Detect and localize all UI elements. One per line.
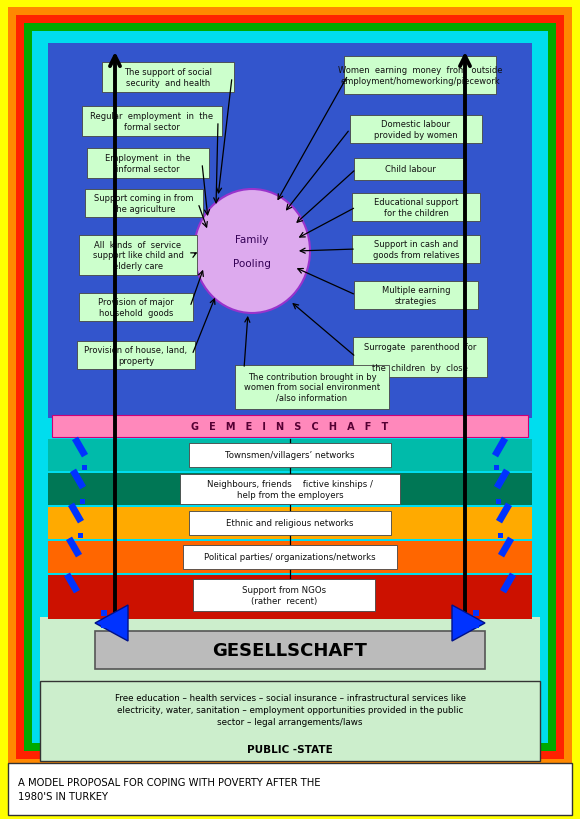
Bar — [95, 631, 485, 669]
Bar — [72, 437, 88, 458]
Bar — [180, 474, 400, 505]
Bar — [353, 337, 487, 378]
Bar — [64, 572, 80, 594]
Bar — [48, 575, 532, 619]
Bar — [500, 572, 516, 594]
Text: Free education – health services – social insurance – infrastructural services l: Free education – health services – socia… — [114, 693, 466, 702]
Bar — [79, 236, 197, 276]
Bar — [48, 473, 532, 505]
Bar — [40, 38, 540, 733]
Bar — [68, 503, 84, 524]
Bar — [77, 342, 195, 369]
Text: Women  earning  money  from  outside
employment/homeworking/piecework: Women earning money from outside employm… — [338, 66, 502, 86]
Text: Provision of major
household  goods: Provision of major household goods — [98, 298, 174, 317]
Bar — [70, 469, 86, 490]
Bar — [344, 57, 496, 95]
Text: PUBLIC -STATE: PUBLIC -STATE — [247, 744, 333, 754]
Bar — [79, 499, 85, 504]
Bar — [354, 282, 478, 310]
Bar — [85, 190, 203, 218]
Bar — [354, 159, 466, 181]
Bar — [79, 294, 193, 322]
Bar — [498, 537, 514, 558]
Bar — [87, 149, 209, 179]
Text: Domestic labour
provided by women: Domestic labour provided by women — [374, 120, 458, 139]
Bar — [498, 533, 502, 538]
Text: electricity, water, sanitation – employment opportunities provided in the public: electricity, water, sanitation – employm… — [117, 705, 463, 714]
Text: Ethnic and religious networks: Ethnic and religious networks — [226, 519, 354, 528]
Bar — [496, 503, 512, 524]
Text: Family

Pooling: Family Pooling — [233, 234, 271, 269]
Text: Regular  employment  in  the
formal sector: Regular employment in the formal sector — [90, 112, 213, 132]
Bar — [183, 545, 397, 569]
Text: A MODEL PROPOSAL FOR COPING WITH POVERTY AFTER THE
1980'S IN TURKEY: A MODEL PROPOSAL FOR COPING WITH POVERTY… — [18, 777, 321, 801]
Bar — [40, 618, 540, 735]
Bar — [78, 533, 82, 538]
Bar — [495, 499, 501, 504]
Bar — [189, 511, 391, 536]
Bar — [235, 365, 389, 410]
Text: Multiple earning
strategies: Multiple earning strategies — [382, 286, 450, 305]
Bar — [193, 579, 375, 611]
Text: Support in cash and
goods from relatives: Support in cash and goods from relatives — [373, 240, 459, 260]
Ellipse shape — [194, 190, 310, 314]
Bar — [494, 469, 510, 490]
Bar — [101, 610, 107, 616]
Bar — [48, 44, 532, 419]
Bar — [32, 32, 548, 743]
Bar — [352, 236, 480, 264]
Bar — [101, 622, 107, 628]
Bar — [492, 437, 508, 458]
Bar — [473, 610, 479, 616]
Bar — [473, 622, 479, 628]
Bar — [52, 415, 528, 437]
Bar — [8, 763, 572, 815]
Bar — [494, 465, 498, 470]
Text: sector – legal arrangements/laws: sector – legal arrangements/laws — [218, 717, 362, 726]
Bar — [350, 115, 482, 144]
Text: Neighbours, friends    fictive kinships /
help from the employers: Neighbours, friends fictive kinships / h… — [207, 480, 373, 499]
Bar — [82, 465, 86, 470]
Bar — [102, 63, 234, 93]
Text: Surrogate  parenthood  for

the  children  by  close: Surrogate parenthood for the children by… — [364, 342, 476, 373]
Text: Provision of house, land,
property: Provision of house, land, property — [85, 346, 187, 365]
Text: Political parties/ organizations/networks: Political parties/ organizations/network… — [204, 553, 376, 562]
Polygon shape — [95, 605, 128, 641]
Text: Townsmen/villagers’ networks: Townsmen/villagers’ networks — [225, 451, 355, 460]
Bar — [352, 194, 480, 222]
Text: G   E   M   E   I   N   S   C   H   A   F   T: G E M E I N S C H A F T — [191, 422, 389, 432]
Text: Educational support
for the children: Educational support for the children — [374, 198, 458, 217]
Bar — [48, 541, 532, 573]
Bar — [82, 106, 222, 137]
Text: Child labour: Child labour — [385, 165, 436, 174]
Bar — [24, 24, 556, 751]
Text: The support of social
security  and health: The support of social security and healt… — [124, 68, 212, 88]
Bar — [48, 508, 532, 540]
Text: Employment  in  the
informal sector: Employment in the informal sector — [106, 154, 191, 174]
Bar — [48, 440, 532, 472]
Text: The contribution brought in by
women from social environment
/also information: The contribution brought in by women fro… — [244, 373, 380, 402]
Text: GESELLSCHAFT: GESELLSCHAFT — [212, 641, 368, 659]
Polygon shape — [452, 605, 485, 641]
Bar — [189, 443, 391, 468]
Text: Support coming in from
the agriculture: Support coming in from the agriculture — [95, 194, 194, 214]
Text: All  kinds  of  service
support like child and
elderly care: All kinds of service support like child … — [93, 241, 183, 270]
Text: Support from NGOs
(rather  recent): Support from NGOs (rather recent) — [242, 586, 326, 605]
Bar — [40, 681, 540, 761]
Bar — [66, 537, 82, 558]
